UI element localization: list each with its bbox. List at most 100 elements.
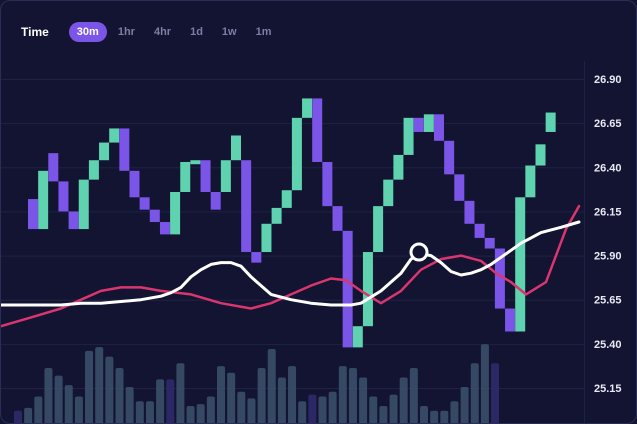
volume-bar [115,368,124,423]
volume-bar [409,368,418,423]
candle [180,161,191,193]
y-tick-label: 25.90 [594,251,622,263]
candle [99,142,110,161]
volume-bar [95,347,104,423]
candle [261,223,272,253]
interval-4hr-button[interactable]: 4hr [153,26,172,38]
candle [373,206,384,253]
volume-bar [14,410,22,423]
y-tick-label: 26.65 [594,118,622,130]
candle [241,160,252,253]
volume-bar [166,379,175,423]
candle [352,326,363,348]
volume-bar [145,401,154,423]
volume-bar [34,396,43,423]
candle [291,117,302,191]
volume-bar [328,391,337,423]
candle [393,154,404,180]
candle [312,98,323,162]
candle [454,174,465,201]
volume-bar [24,407,33,423]
volume-bar [267,349,276,423]
volume-bar [85,350,94,423]
candle [78,179,89,230]
time-label: Time [21,25,49,39]
volume-bar [450,401,459,423]
volume-bar [288,366,297,423]
candle [444,140,455,175]
candle [48,153,59,182]
volume-bar [399,377,408,423]
interval-1hr-button[interactable]: 1hr [117,26,135,38]
candle [58,181,69,212]
candle [434,114,444,141]
candle [119,128,130,171]
candle [362,252,373,327]
volume-bar [338,366,347,423]
candle [109,128,120,143]
y-tick-label: 25.15 [594,383,622,395]
y-tick-label: 26.15 [594,206,622,218]
interval-1w-button[interactable]: 1w [221,26,237,38]
y-tick-label: 26.90 [594,74,622,86]
candle [302,98,313,118]
volume-bar [54,375,63,423]
interval-30m-button[interactable]: 30m [68,22,107,42]
candle [170,192,181,235]
volume-bar [491,363,500,423]
candle [494,248,505,309]
candle [38,170,49,230]
volume-bar [379,406,388,423]
candle [383,179,394,207]
candle [139,197,150,210]
candle [545,112,556,132]
volume-bar [125,387,134,423]
candle [210,192,221,210]
candle [190,160,201,165]
volume-bar [176,363,185,423]
y-tick-label: 26.40 [594,162,622,174]
volume-bar [420,406,428,423]
volume-bar [470,363,479,423]
candle [342,230,353,348]
volume-bar [369,396,378,423]
volume-bar [480,344,489,423]
candle [200,160,211,193]
candle [28,199,38,230]
candle [88,160,99,180]
volume-bar [460,387,469,423]
interval-1d-button[interactable]: 1d [190,26,203,38]
candle [413,117,424,132]
volume-bar [196,404,205,423]
candle [129,170,140,198]
candle [251,252,262,263]
candle [474,223,485,238]
volume-bar [186,406,195,423]
volume-bar [389,394,398,423]
interval-1m-button[interactable]: 1m [255,26,272,38]
candle [281,190,292,208]
volume-bar [359,377,368,423]
timeframe-toolbar: Time 30m 1hr 4hr 1d 1w 1m [21,21,283,43]
candle [525,165,536,198]
volume-bar [348,368,357,423]
volume-bar [64,385,73,423]
volume-bar [257,368,266,423]
candle [149,209,160,223]
candle [403,117,414,155]
volume-bar [247,398,256,423]
y-tick-label: 25.40 [594,339,622,351]
candle [271,207,282,224]
volume-bar [44,368,53,423]
volume-bar [298,401,307,423]
volume-bar [105,356,114,423]
candle [220,160,231,193]
volume-bar [74,396,83,423]
candle [535,144,546,166]
volume-bar [135,401,144,423]
candle [484,237,495,249]
candle [515,197,526,332]
candle [423,114,434,132]
candle [332,206,343,231]
